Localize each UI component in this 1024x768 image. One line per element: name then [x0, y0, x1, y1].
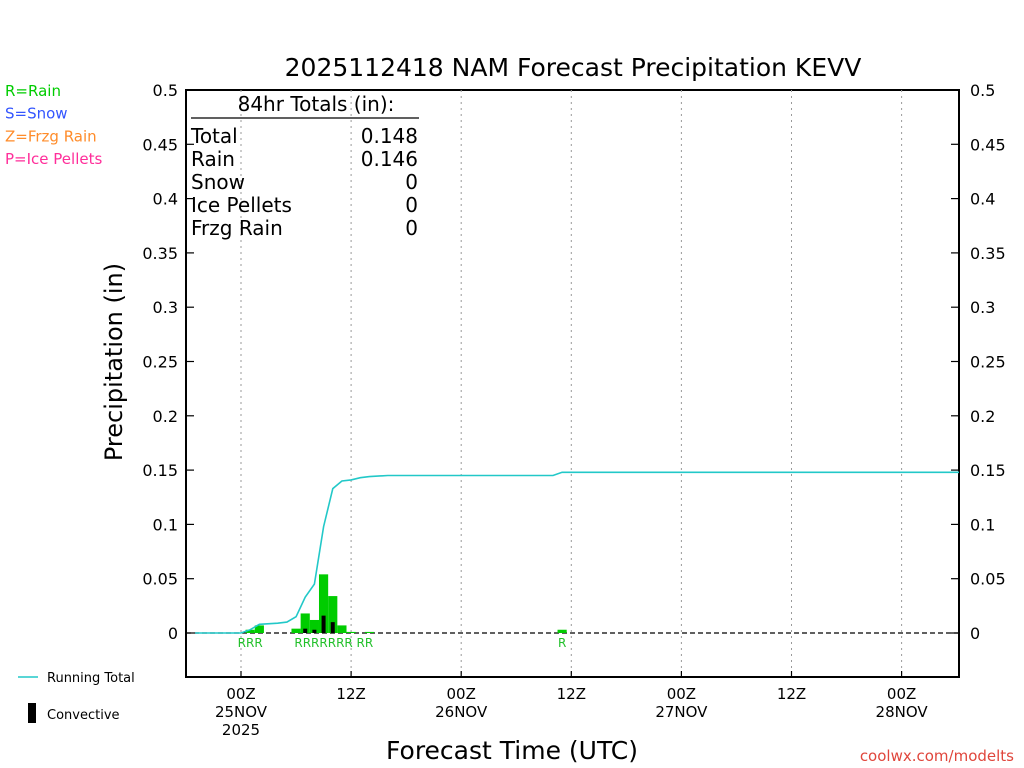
totals-row-value: 0: [405, 170, 418, 194]
y-tick-label-right: 0.35: [970, 244, 1006, 263]
rain-bar: [254, 625, 264, 633]
y-tick-label-right: 0.4: [970, 190, 995, 209]
precip-type-labels: RRR RRRRRRR RR R: [238, 636, 567, 650]
y-tick-label-left: 0.45: [142, 135, 178, 154]
precip-type-label: RRR: [238, 636, 263, 650]
rain-bar: [245, 629, 255, 633]
rain-bars: [245, 574, 567, 633]
y-tick-label-left: 0.15: [142, 461, 178, 480]
y-tick-label-right: 0.2: [970, 407, 995, 426]
precip-type-label: RR: [357, 636, 374, 650]
totals-row-value: 0: [405, 216, 418, 240]
totals-row-label: Frzg Rain: [191, 216, 283, 240]
convective-swatch: [28, 703, 36, 723]
x-tick-label: 26NOV: [435, 703, 488, 721]
running-total-legend-label: Running Total: [47, 671, 135, 686]
totals-row-value: 0.148: [361, 124, 418, 148]
x-tick-label: 2025: [222, 721, 260, 739]
totals-row-label: Snow: [191, 170, 245, 194]
y-tick-label-left: 0.4: [153, 190, 178, 209]
precip-type-legend: R=Rain S=Snow Z=Frzg Rain P=Ice Pellets: [5, 82, 102, 168]
x-axis-label: Forecast Time (UTC): [386, 736, 638, 765]
rain-bar: [328, 596, 338, 633]
x-tick-label: 25NOV: [215, 703, 268, 721]
rain-bar: [291, 628, 301, 633]
y-tick-label-right: 0.5: [970, 81, 995, 100]
running-total-line: [195, 471, 959, 634]
rain-bar: [346, 631, 356, 633]
legend-item: Z=Frzg Rain: [5, 127, 97, 145]
precip-type-label: R: [558, 636, 566, 650]
y-axis-left: 0 0.05 0.1 0.15 0.2 0.25 0.3 0.35 0.4 0.45 0.5: [142, 81, 194, 643]
y-tick-label-right: 0.05: [970, 570, 1006, 589]
totals-row-label: Ice Pellets: [191, 193, 292, 217]
y-tick-label-left: 0.3: [153, 298, 178, 317]
totals-header: 84hr Totals (in):: [238, 92, 395, 116]
x-tick-label: 27NOV: [655, 703, 708, 721]
x-tick-label: 00Z: [887, 685, 916, 703]
x-tick-label: 12Z: [557, 685, 586, 703]
credit-text: coolwx.com/modelts: [860, 747, 1014, 765]
legend-item: P=Ice Pellets: [5, 150, 102, 168]
y-tick-label-right: 0.15: [970, 461, 1006, 480]
x-tick-label: 00Z: [667, 685, 696, 703]
plot-frame: [185, 89, 960, 678]
y-tick-label-left: 0.5: [153, 81, 178, 100]
y-tick-label-right: 0.3: [970, 298, 995, 317]
y-axis-right: 0 0.05 0.1 0.15 0.2 0.25 0.3 0.35 0.4 0.45 0.5: [951, 81, 1006, 643]
convective-bar: [330, 622, 335, 633]
legend-item: S=Snow: [5, 105, 68, 123]
running-total-polyline: [195, 471, 959, 634]
totals-row-label: Total: [190, 124, 238, 148]
totals-box: 84hr Totals (in): Total 0.148 Rain 0.146 Sno…: [190, 92, 419, 240]
totals-row-label: Rain: [191, 147, 235, 171]
y-tick-label-left: 0: [168, 624, 178, 643]
rain-bar: [300, 613, 310, 633]
totals-row-value: 0: [405, 193, 418, 217]
y-tick-label-left: 0.2: [153, 407, 178, 426]
legend-item: R=Rain: [5, 82, 61, 100]
bottom-legend: Running Total Convective: [18, 671, 135, 723]
totals-row-value: 0.146: [361, 147, 418, 171]
convective-legend-label: Convective: [47, 708, 120, 723]
chart-title: 2025112418 NAM Forecast Precipitation KE…: [285, 53, 862, 82]
rain-bar: [309, 619, 319, 633]
rain-bar: [318, 574, 329, 633]
y-tick-label-right: 0: [970, 624, 980, 643]
convective-bars: [303, 615, 335, 633]
y-tick-label-left: 0.35: [142, 244, 178, 263]
convective-bar: [312, 629, 317, 633]
precip-type-label: RRRRRRR: [294, 636, 352, 650]
y-axis-label: Precipitation (in): [100, 263, 128, 461]
x-tick-label: 12Z: [336, 685, 365, 703]
vertical-grid: [240, 90, 903, 677]
x-tick-label: 28NOV: [876, 703, 929, 721]
convective-bar: [321, 615, 326, 633]
y-tick-label-right: 0.45: [970, 135, 1006, 154]
rain-bar: [557, 629, 567, 633]
y-tick-label-left: 0.1: [153, 515, 178, 534]
y-tick-label-left: 0.25: [142, 353, 178, 372]
y-tick-label-right: 0.25: [970, 353, 1006, 372]
x-tick-label: 00Z: [226, 685, 255, 703]
y-tick-label-left: 0.05: [142, 570, 178, 589]
y-tick-label-right: 0.1: [970, 515, 995, 534]
rain-bar: [364, 631, 375, 633]
x-tick-label: 00Z: [447, 685, 476, 703]
convective-bar: [303, 628, 308, 633]
rain-bar: [337, 625, 347, 633]
x-tick-label: 12Z: [777, 685, 806, 703]
